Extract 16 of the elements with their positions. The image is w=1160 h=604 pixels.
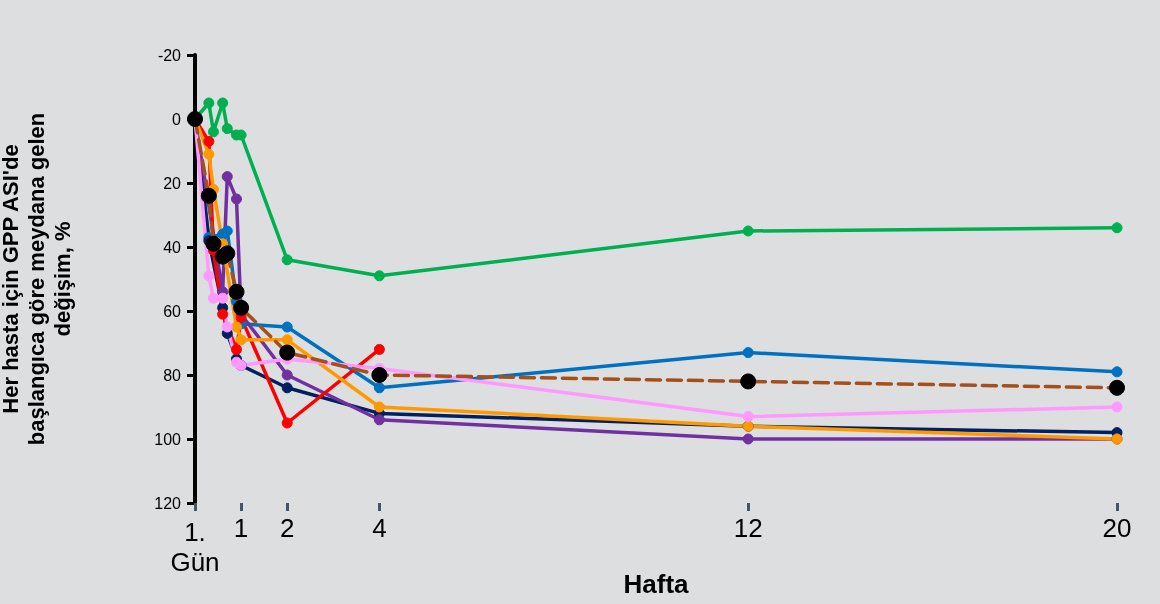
y-axis-title: Her hasta için GPP ASI'de başlangıca göre meydana gelen değişim, % [0, 112, 75, 446]
y-tick-label: 20 [163, 174, 182, 192]
y-tick-label: 100 [154, 430, 182, 448]
x-tick-label: 1 [233, 513, 249, 543]
y-tick-label: 40 [163, 238, 182, 256]
x-axis-title: Hafta [623, 569, 690, 599]
y-tick-label: -20 [157, 46, 182, 64]
x-tick-label: 20 [1102, 513, 1132, 543]
y-tick-label: 80 [163, 366, 182, 384]
y-tick-label: 120 [154, 494, 182, 512]
y-tick-label: 0 [172, 110, 182, 128]
text: 1. Gün [170, 517, 220, 577]
x-tick-label: 4 [372, 513, 387, 543]
x-tick-label: 2 [279, 513, 295, 543]
y-tick-label: 60 [163, 302, 182, 320]
x-tick-label: 12 [733, 513, 763, 543]
